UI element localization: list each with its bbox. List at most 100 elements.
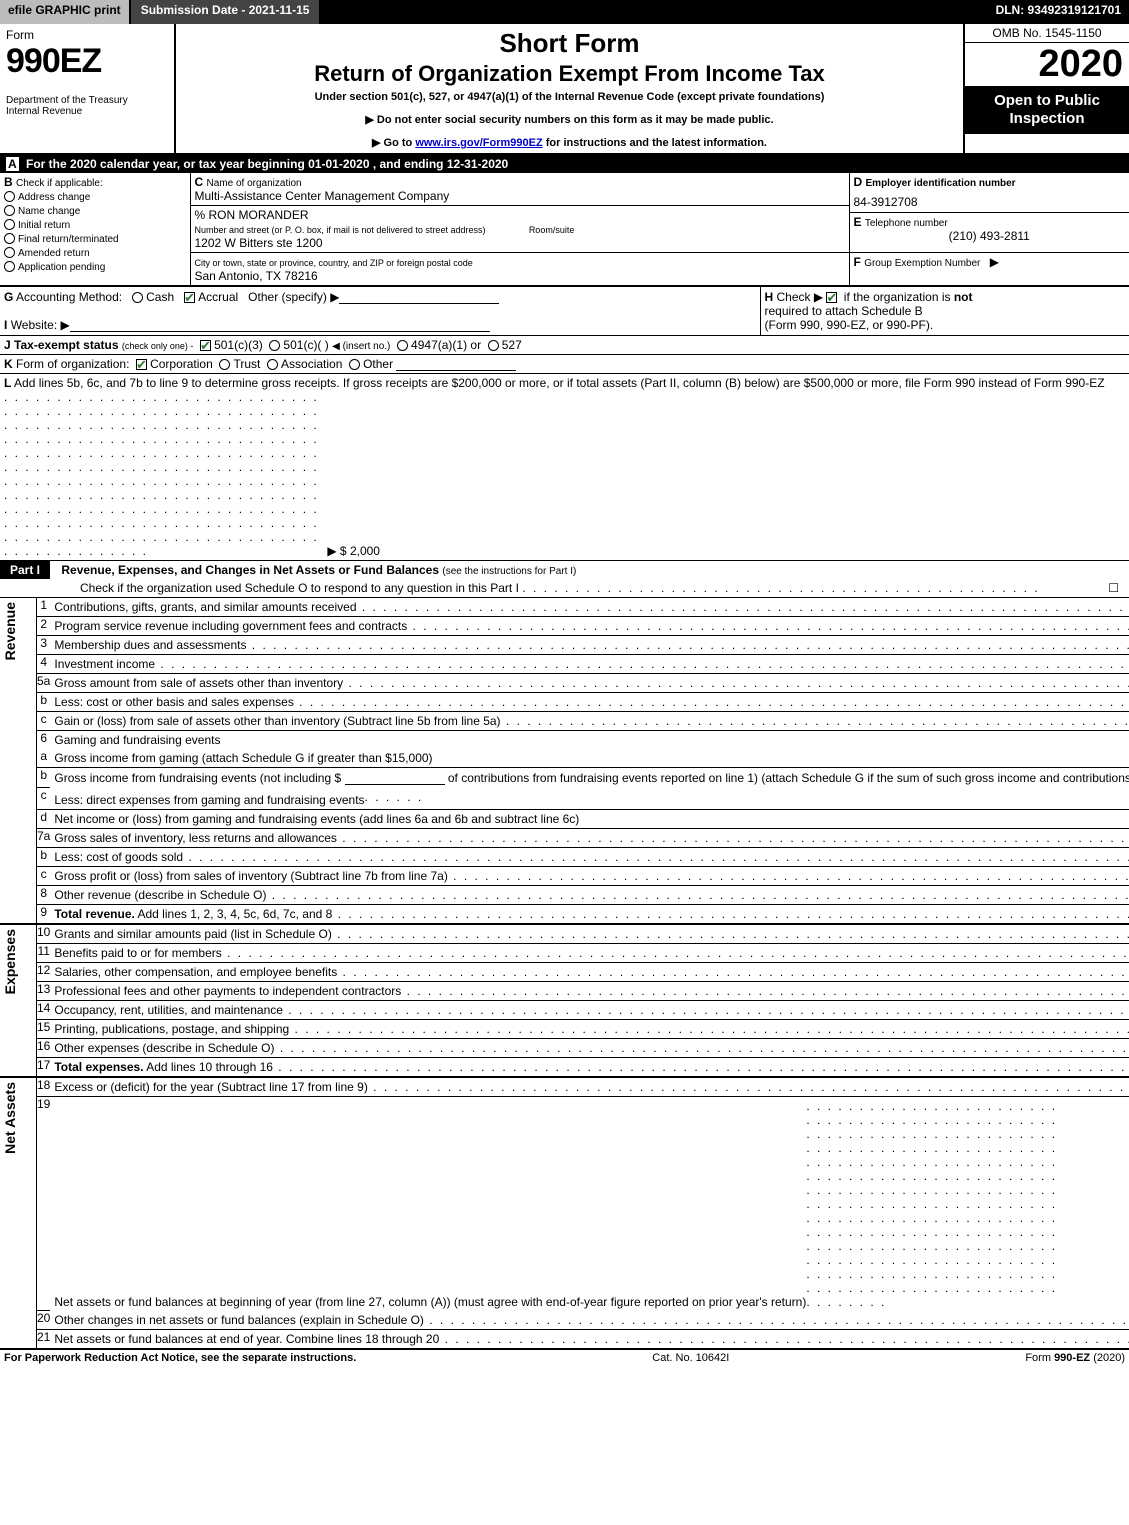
line-5c-num: c (37, 712, 51, 731)
form-of-org-label: Form of organization: (16, 357, 129, 371)
corp-checkbox[interactable] (136, 359, 147, 370)
street-value: 1202 W Bitters ste 1200 (195, 236, 323, 250)
assoc-radio[interactable] (267, 359, 278, 370)
letter-h: H (765, 290, 774, 304)
phone-label: Telephone number (865, 218, 948, 229)
org-name: Multi-Assistance Center Management Compa… (195, 189, 450, 203)
row-a-period: A For the 2020 calendar year, or tax yea… (0, 155, 1129, 173)
line-17-num: 17 (37, 1057, 51, 1077)
form-header: Form 990EZ Department of the Treasury In… (0, 24, 1129, 155)
letter-i: I (4, 318, 7, 332)
line-10-num: 10 (37, 924, 51, 944)
letter-g: G (4, 290, 13, 304)
other-org-label: Other (363, 357, 393, 371)
group-exemption-label: Group Exemption Number (864, 258, 980, 269)
line-19-text: Net assets or fund balances at beginning… (54, 1295, 806, 1309)
initial-return-radio[interactable] (4, 219, 15, 230)
accounting-method-label: Accounting Method: (16, 290, 122, 304)
form-number: 990EZ (6, 42, 168, 81)
line-3-num: 3 (37, 636, 51, 655)
website-label: Website: ▶ (11, 318, 70, 332)
501c3-checkbox[interactable] (200, 340, 211, 351)
final-return-radio[interactable] (4, 233, 15, 244)
other-org-radio[interactable] (349, 359, 360, 370)
return-title: Return of Organization Exempt From Incom… (184, 61, 955, 87)
accrual-checkbox[interactable] (184, 292, 195, 303)
final-return-label: Final return/terminated (18, 234, 119, 245)
letter-c: C (195, 175, 204, 189)
submission-date-button[interactable]: Submission Date - 2021-11-15 (131, 0, 322, 24)
part1-header: Part I Revenue, Expenses, and Changes in… (0, 561, 1129, 598)
line-13-num: 13 (37, 981, 51, 1000)
line-6-text: Gaming and fundraising events (50, 731, 1129, 750)
line-20-text: Other changes in net assets or fund bala… (54, 1313, 424, 1327)
other-org-input[interactable] (396, 359, 516, 371)
part1-title: Revenue, Expenses, and Changes in Net As… (61, 563, 439, 577)
line-10-text: Grants and similar amounts paid (list in… (54, 927, 331, 941)
omb-number: OMB No. 1545-1150 (965, 24, 1129, 43)
527-radio[interactable] (488, 340, 499, 351)
line-1-num: 1 (37, 598, 51, 617)
ein-label: Employer identification number (866, 178, 1016, 189)
amended-return-radio[interactable] (4, 247, 15, 258)
addr-change-radio[interactable] (4, 191, 15, 202)
other-specify-label: Other (specify) ▶ (248, 290, 339, 304)
addr-change-label: Address change (18, 192, 90, 203)
care-of: % RON MORANDER (195, 208, 309, 222)
website-input[interactable] (70, 320, 490, 332)
line-6a-num: a (37, 749, 51, 768)
dept-treasury: Department of the Treasury (6, 95, 168, 106)
line-7a-num: 7a (37, 828, 51, 847)
trust-radio[interactable] (219, 359, 230, 370)
letter-b: B (4, 175, 13, 189)
short-form-title: Short Form (184, 28, 955, 59)
irs-label: Internal Revenue (6, 106, 168, 117)
line-18-num: 18 (37, 1077, 51, 1097)
4947-label: 4947(a)(1) or (411, 338, 481, 352)
revenue-section-label: Revenue (0, 598, 20, 664)
assoc-label: Association (281, 357, 342, 371)
h-text3: required to attach Schedule B (765, 304, 923, 318)
tax-exempt-hint: (check only one) - (122, 341, 194, 351)
part1-hint: (see the instructions for Part I) (442, 566, 576, 577)
line-6b-text2: of contributions from fundraising events… (448, 771, 1129, 785)
app-pending-radio[interactable] (4, 261, 15, 272)
irs-link[interactable]: www.irs.gov/Form990EZ (415, 137, 542, 149)
expenses-section-label: Expenses (0, 925, 20, 998)
line-6d-text: Net income or (loss) from gaming and fun… (54, 812, 579, 826)
row-j: J Tax-exempt status (check only one) - 5… (0, 336, 1129, 355)
line-6b-blank[interactable] (345, 773, 445, 785)
h-text2: if the organization is (844, 290, 954, 304)
name-change-radio[interactable] (4, 205, 15, 216)
line-6a-text: Gross income from gaming (attach Schedul… (54, 751, 432, 765)
4947-radio[interactable] (397, 340, 408, 351)
line-11-text: Benefits paid to or for members (54, 946, 221, 960)
501c3-label: 501(c)(3) (214, 338, 263, 352)
open-public-inspection: Open to Public Inspection (965, 86, 1129, 134)
part1-check-text: Check if the organization used Schedule … (80, 581, 519, 595)
subtitle: Under section 501(c), 527, or 4947(a)(1)… (184, 91, 955, 103)
l-text: Add lines 5b, 6c, and 7b to line 9 to de… (14, 376, 1105, 390)
letter-k: K (4, 357, 13, 371)
line-6b-text1: Gross income from fundraising events (no… (54, 771, 341, 785)
line-5b-text: Less: cost or other basis and sales expe… (54, 695, 293, 709)
line-17-text: Total expenses. (54, 1060, 143, 1074)
footer-catno: Cat. No. 10642I (652, 1352, 729, 1364)
efile-print-button[interactable]: efile GRAPHIC print (0, 0, 131, 24)
arrow-line-1: ▶ Do not enter social security numbers o… (184, 113, 955, 126)
letter-f: F (854, 255, 861, 269)
footer-left: For Paperwork Reduction Act Notice, see … (4, 1352, 356, 1364)
city-label: City or town, state or province, country… (195, 258, 473, 268)
h-text4: (Form 990, 990-EZ, or 990-PF). (765, 318, 934, 332)
row-l: L Add lines 5b, 6c, and 7b to line 9 to … (0, 374, 1129, 561)
line-13-text: Professional fees and other payments to … (54, 984, 401, 998)
part1-checkbox[interactable]: ☐ (1108, 581, 1125, 595)
name-change-label: Name change (18, 206, 80, 217)
corp-label: Corporation (150, 357, 213, 371)
phone-value: (210) 493-2811 (854, 229, 1126, 243)
other-specify-input[interactable] (339, 292, 499, 304)
cash-radio[interactable] (132, 292, 143, 303)
ein-value: 84-3912708 (854, 195, 1126, 209)
501c-radio[interactable] (269, 340, 280, 351)
h-checkbox[interactable] (826, 292, 837, 303)
